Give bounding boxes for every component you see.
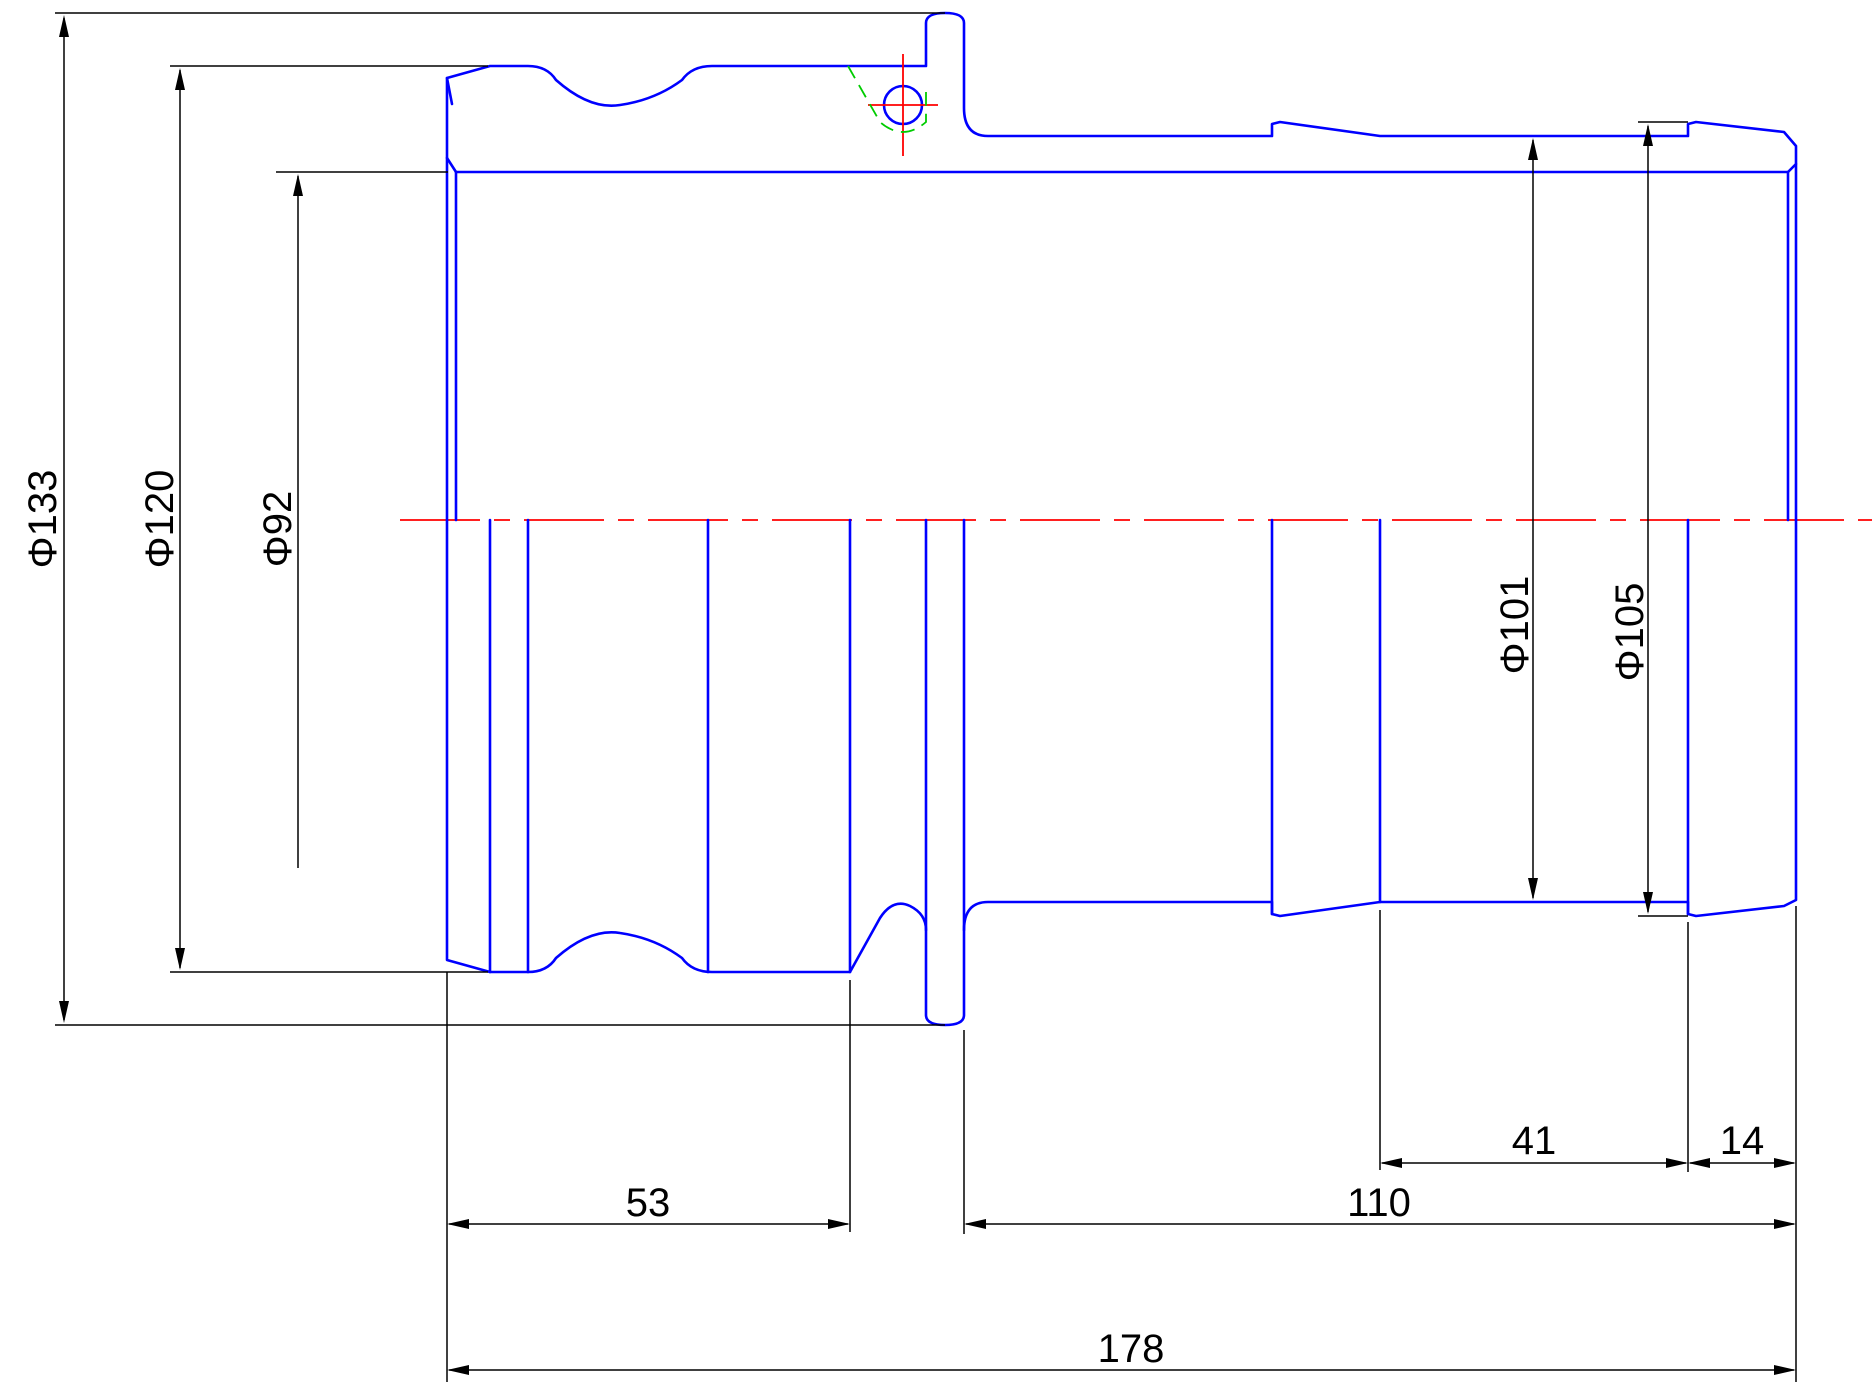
dimension-d105: Φ105 (1608, 121, 1688, 917)
dimension-l110: 110 (964, 1181, 1796, 1229)
dim-label-d105: Φ105 (1608, 583, 1652, 682)
dimension-d101: Φ101 (1493, 138, 1538, 900)
dimension-l53: 53 (447, 1181, 850, 1229)
pin-hole-detail (847, 54, 938, 156)
dimension-d92: Φ92 (256, 171, 448, 868)
dim-label-d92: Φ92 (256, 491, 300, 567)
extension-lines (446, 906, 1797, 1382)
dim-label-d120: Φ120 (138, 470, 182, 569)
dim-label-l178: 178 (1098, 1327, 1165, 1371)
dim-label-d133: Φ133 (21, 470, 65, 569)
dim-label-l14: 14 (1720, 1119, 1765, 1163)
lower-half-profile (445, 518, 1798, 1027)
upper-half-profile (445, 11, 1798, 522)
dim-label-l41: 41 (1512, 1119, 1557, 1163)
dimension-l178: 178 (447, 1327, 1796, 1375)
dimension-d120: Φ120 (138, 65, 488, 973)
dimension-d133: Φ133 (21, 12, 945, 1026)
dimension-l41: 41 (1380, 1119, 1688, 1168)
dim-label-l110: 110 (1347, 1181, 1411, 1225)
dimension-l14: 14 (1688, 1119, 1796, 1168)
dim-label-l53: 53 (626, 1181, 671, 1225)
dim-label-d101: Φ101 (1493, 576, 1537, 675)
